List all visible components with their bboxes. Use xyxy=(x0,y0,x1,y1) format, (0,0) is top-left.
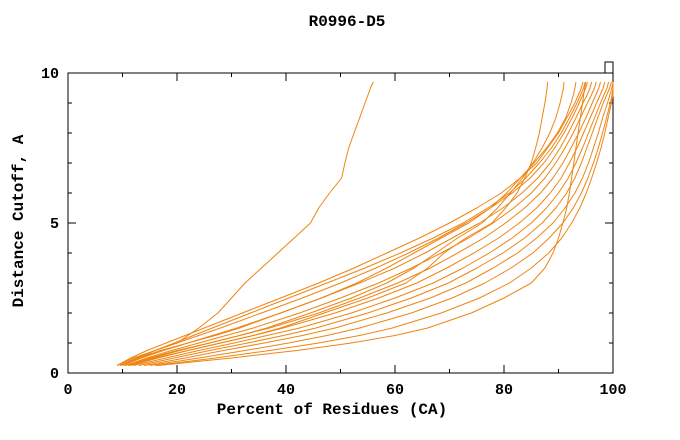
x-tick-label: 20 xyxy=(168,382,186,399)
series-line xyxy=(116,81,374,366)
series-line xyxy=(138,81,612,366)
series-line xyxy=(144,81,614,366)
series-line xyxy=(130,81,606,366)
chart-title: R0996-D5 xyxy=(308,13,386,31)
y-tick-label: 10 xyxy=(41,66,59,83)
x-tick-label: 40 xyxy=(277,382,295,399)
x-tick-label: 80 xyxy=(495,382,513,399)
series-line xyxy=(133,81,610,366)
series-line xyxy=(127,81,549,366)
series-line xyxy=(122,81,593,366)
series-line xyxy=(125,81,565,366)
series-line xyxy=(119,81,577,366)
series-line xyxy=(122,81,586,366)
series-line xyxy=(116,81,584,366)
corner-notch xyxy=(604,61,614,74)
series-line xyxy=(149,82,614,366)
series-line xyxy=(155,82,614,366)
x-tick-label: 100 xyxy=(599,382,626,399)
x-axis-label: Percent of Residues (CA) xyxy=(216,401,448,419)
y-tick-label: 0 xyxy=(50,366,59,383)
y-axis-label: Distance Cutoff, A xyxy=(10,134,28,308)
x-tick-label: 60 xyxy=(386,382,404,399)
series-line xyxy=(157,81,587,366)
series-line xyxy=(125,81,597,366)
y-tick-label: 5 xyxy=(50,216,59,233)
series-line xyxy=(119,81,588,366)
x-tick-label: 0 xyxy=(63,382,72,399)
series-line xyxy=(127,81,601,366)
